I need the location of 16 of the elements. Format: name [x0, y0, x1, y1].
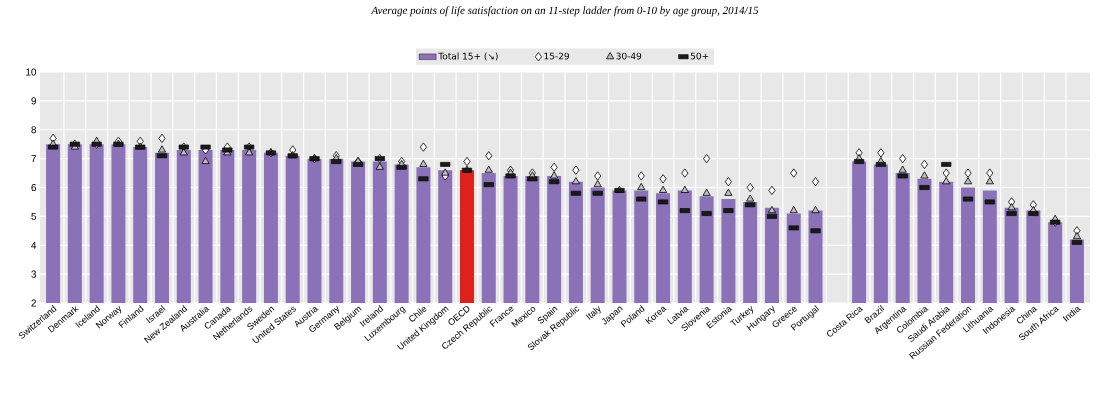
legend-label: Total 15+ (↘)	[438, 52, 498, 61]
legend-label: 30-49	[616, 52, 642, 60]
y-tick-label: 6	[31, 183, 37, 192]
legend-label: 15-29	[544, 52, 569, 60]
y-tick-label: 9	[31, 97, 37, 105]
x-tick-label: India	[1062, 307, 1081, 322]
y-tick-label: 8	[31, 126, 37, 134]
y-tick-label: 3	[31, 270, 37, 278]
y-tick-label: 10	[26, 68, 37, 76]
x-tick-label: Italy	[585, 306, 601, 320]
y-tick-label: 4	[31, 241, 37, 249]
y-tick-label: 5	[31, 212, 37, 220]
y-tick-label: 2	[31, 299, 36, 307]
chart-title: Average points of life satisfaction on an 11-step ladder from 0-10 by age group, 2014/15	[370, 6, 759, 17]
legend-label: 50+	[690, 52, 709, 60]
y-tick-label: 7	[31, 155, 36, 163]
